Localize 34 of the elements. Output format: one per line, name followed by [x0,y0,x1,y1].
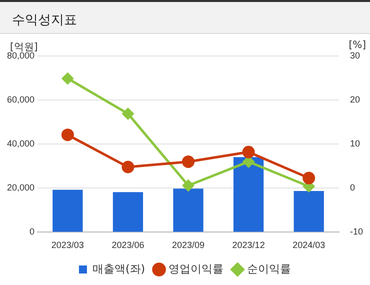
chart-title: 수익성지표 [0,0,370,34]
bar [112,192,144,232]
point [62,72,74,84]
point [122,160,134,174]
y-axis-title: [억원] [10,41,38,53]
y-tick-label: 0 [30,226,35,237]
y-tick-label: 80,000 [6,50,35,60]
bar [294,191,324,232]
y2-tick-label: 0 [350,182,356,193]
y2-tick-label: -10 [350,226,364,237]
y2-tick-label: 20 [350,94,360,105]
bar [52,190,83,232]
x-tick-label: 2023/12 [232,240,265,250]
bar [173,188,204,232]
point [242,146,255,158]
point [182,155,195,168]
point [182,180,194,192]
point [302,172,316,184]
y2-axis-title: [%] [348,40,366,51]
x-tick-label: 2024/03 [292,240,326,250]
legend-label: 순이익률 [247,262,292,276]
y2-tick-label: 10 [350,138,360,149]
legend-label: 영업이익률 [168,262,224,276]
x-tick-label: 2023/03 [51,240,84,250]
point [61,128,74,142]
y-tick-label: 60,000 [6,94,35,105]
point [122,108,134,120]
bar [233,157,264,232]
y-tick-label: 40,000 [6,138,35,149]
legend-label: 매출액(좌) [92,262,146,276]
y2-tick-label: 30 [350,50,360,60]
x-tick-label: 2023/09 [172,240,205,250]
y-tick-label: 20,000 [6,182,35,193]
x-tick-label: 2023/06 [112,240,144,250]
